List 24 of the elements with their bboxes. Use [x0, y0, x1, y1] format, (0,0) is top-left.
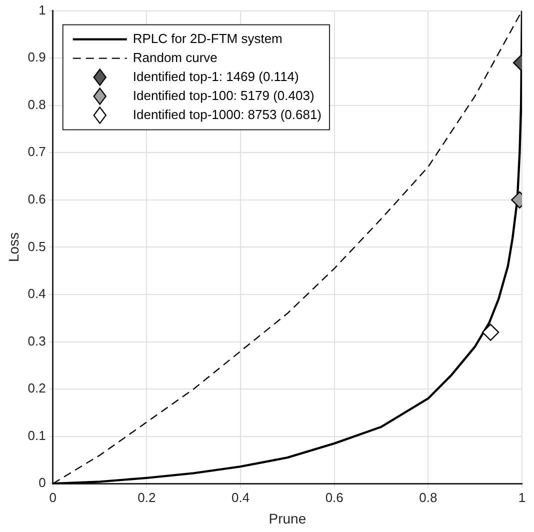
x-tick-label: 0.4 — [231, 490, 250, 505]
x-tick-label: 0 — [49, 490, 56, 505]
x-tick-label: 1 — [518, 490, 526, 505]
y-tick-label: 0.6 — [28, 192, 46, 206]
y-tick-label: 0.3 — [28, 333, 46, 348]
legend-label: Identified top-1000: 8753 (0.681) — [132, 106, 322, 122]
legend-label: Identified top-100: 5179 (0.403) — [132, 88, 314, 103]
x-tick-label: 0.2 — [138, 490, 156, 505]
x-tick-label: 0.6 — [325, 490, 344, 505]
y-tick-label: 0.7 — [28, 144, 46, 160]
y-tick-label: 0.9 — [28, 50, 46, 65]
y-tick-label: 1 — [38, 2, 46, 18]
y-tick-label: 0.8 — [28, 96, 46, 112]
y-tick-label: 0 — [38, 475, 46, 490]
y-tick-label: 0.4 — [28, 286, 46, 302]
x-tick-label: 0.8 — [419, 490, 438, 505]
y-tick-label: 0.5 — [28, 238, 46, 254]
legend-label: Identified top-1: 1469 (0.114) — [132, 68, 299, 84]
y-axis-title: Loss — [5, 232, 22, 262]
x-axis-title: Prune — [268, 510, 306, 526]
y-tick-label: 0.1 — [28, 428, 46, 443]
legend-label: Random curve — [132, 50, 218, 65]
y-tick-label: 0.2 — [28, 380, 46, 396]
legend-label: RPLC for 2D-FTM system — [132, 30, 282, 46]
